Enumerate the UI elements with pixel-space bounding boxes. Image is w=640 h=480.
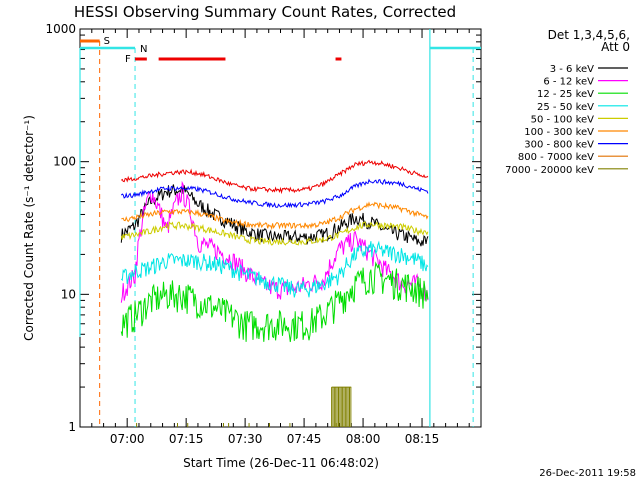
y-tick-label: 100 bbox=[53, 155, 76, 169]
legend-header-line-1: Det 1,3,4,5,6, bbox=[548, 28, 630, 42]
x-tick-label: 07:00 bbox=[110, 432, 145, 446]
series-line bbox=[120, 178, 429, 209]
x-axis-label: Start Time (26-Dec-11 06:48:02) bbox=[183, 456, 379, 470]
y-tick-label: 1 bbox=[68, 420, 76, 434]
x-tick-label: 07:15 bbox=[169, 432, 204, 446]
x-tick-label: 07:45 bbox=[287, 432, 322, 446]
y-tick-label: 1000 bbox=[45, 22, 76, 36]
series-line bbox=[120, 240, 429, 298]
legend-label: 25 - 50 keV bbox=[537, 102, 594, 113]
flare-label: F bbox=[125, 54, 131, 65]
series-line bbox=[121, 201, 429, 231]
series-line bbox=[120, 221, 429, 246]
legend-label: 3 - 6 keV bbox=[550, 64, 594, 75]
legend-label: 800 - 7000 keV bbox=[518, 152, 594, 163]
legend-label: 6 - 12 keV bbox=[543, 77, 594, 88]
x-tick-label: 07:30 bbox=[228, 432, 263, 446]
saa-label: S bbox=[104, 36, 110, 47]
y-axis: 1 10 100 1000 bbox=[45, 22, 481, 434]
series-line bbox=[120, 184, 429, 247]
footer-timestamp: 26-Dec-2011 19:58 bbox=[539, 468, 636, 479]
legend: Det 1,3,4,5,6, Att 0 3 - 6 keV 6 - 12 keV… bbox=[505, 28, 630, 176]
legend-label: 7000 - 20000 keV bbox=[505, 165, 594, 176]
series-layer bbox=[120, 159, 429, 427]
series-line bbox=[120, 159, 429, 195]
y-tick-label: 10 bbox=[61, 287, 76, 301]
x-tick-label: 08:00 bbox=[346, 432, 381, 446]
legend-label: 100 - 300 keV bbox=[524, 127, 594, 138]
plot-area bbox=[79, 28, 482, 428]
chart-title: HESSI Observing Summary Count Rates, Cor… bbox=[74, 3, 456, 21]
plot-frame bbox=[79, 28, 482, 428]
observing-markers: S NF bbox=[79, 29, 481, 427]
x-axis: 07:00 07:15 07:30 07:45 08:00 08:15 bbox=[79, 29, 482, 446]
legend-label: 300 - 800 keV bbox=[524, 140, 594, 151]
series-line bbox=[120, 261, 429, 343]
legend-header-line-2: Att 0 bbox=[601, 40, 630, 54]
y-axis-label: Corrected Count Rate (s⁻¹ detector⁻¹) bbox=[22, 115, 36, 341]
legend-label: 50 - 100 keV bbox=[531, 114, 595, 125]
x-tick-label: 08:15 bbox=[405, 432, 440, 446]
night-label: N bbox=[140, 44, 147, 55]
legend-label: 12 - 25 keV bbox=[537, 89, 594, 100]
